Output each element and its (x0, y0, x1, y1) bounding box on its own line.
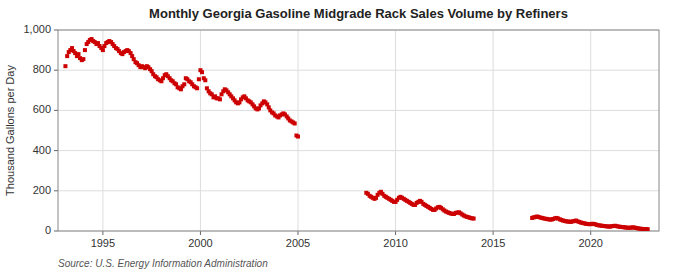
y-tick-label: 0 (45, 224, 51, 236)
y-tick (54, 110, 58, 111)
y-tick (54, 231, 58, 232)
x-tick-label: 2020 (578, 237, 602, 249)
x-tick (102, 231, 103, 235)
y-tick-label: 800 (33, 63, 51, 75)
point (296, 135, 300, 139)
grid (58, 30, 659, 231)
plot-frame (58, 30, 659, 231)
y-grid-line (58, 110, 659, 111)
background (0, 0, 675, 275)
y-tick (54, 30, 58, 31)
point (197, 77, 201, 81)
y-tick-label: 600 (33, 103, 51, 115)
y-tick (54, 150, 58, 151)
point (101, 48, 105, 52)
y-axis-label: Thousand Gallons per Day (4, 65, 16, 196)
x-tick (200, 231, 201, 235)
points (63, 37, 649, 231)
point (203, 78, 207, 82)
y-tick-label: 200 (33, 184, 51, 196)
y-tick-label: 400 (33, 144, 51, 156)
chart: 0 200 400 600 800 1,000 1995 2000 2005 2010 2015 20… (0, 0, 675, 275)
y-tick (54, 190, 58, 191)
y-grid-line (58, 150, 659, 151)
point (81, 57, 85, 61)
title: Monthly Georgia Gasoline Midgrade Rack S… (149, 6, 568, 21)
point (195, 86, 199, 90)
x-tick-label: 2015 (481, 237, 505, 249)
point (200, 70, 204, 74)
x-tick (298, 231, 299, 235)
x-tick (395, 231, 396, 235)
y-grid-line (58, 190, 659, 191)
x-grid-line (200, 30, 201, 231)
point (83, 48, 87, 52)
x-tick-label: 2005 (286, 237, 310, 249)
chart-container: 0 200 400 600 800 1,000 1995 2000 2005 2010 2015 20… (0, 0, 675, 275)
x-grid-line (298, 30, 299, 231)
point (76, 52, 80, 56)
x-tick-label: 2010 (383, 237, 407, 249)
y-tick (54, 70, 58, 71)
axes: 0 200 400 600 800 1,000 1995 2000 2005 2010 2015 20… (23, 23, 659, 249)
point (218, 97, 222, 101)
point (65, 54, 69, 58)
point (63, 64, 67, 68)
point (293, 121, 297, 125)
point (182, 82, 186, 86)
x-tick (590, 231, 591, 235)
x-grid-line (590, 30, 591, 231)
y-tick-label: 1,000 (23, 23, 51, 35)
point (646, 227, 650, 231)
x-tick (493, 231, 494, 235)
x-tick-label: 1995 (91, 237, 115, 249)
point (472, 217, 476, 221)
x-grid-line (493, 30, 494, 231)
x-tick-label: 2000 (188, 237, 212, 249)
annotation: Source: U.S. Energy Information Administ… (58, 258, 268, 269)
x-grid-line (102, 30, 103, 231)
